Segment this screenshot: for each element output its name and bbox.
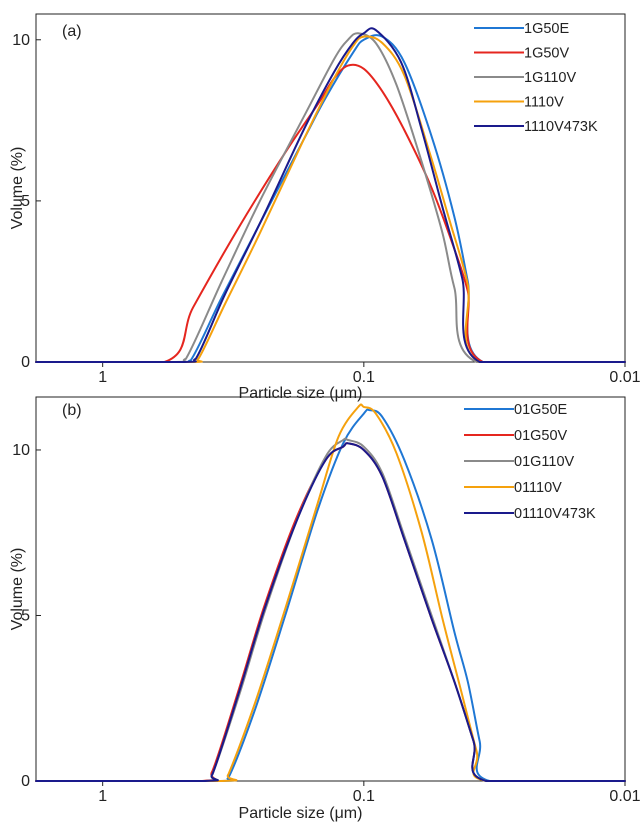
chart-panel-b: 1 0.1 0.01 0 5 10 Particle size (μm) Volume (%)…	[9, 396, 640, 822]
x-tick-label-b: 0.01	[609, 788, 640, 805]
legend-label-1G50E: 1G50E	[524, 21, 569, 37]
x-axis-title-a: Particle size (μm)	[239, 385, 363, 402]
y-axis-title-a: Volume (%)	[9, 147, 26, 230]
series-line-1110V	[35, 35, 626, 364]
y-tick-label-a: 5	[21, 193, 30, 210]
legend-label-01G50V: 01G50V	[514, 428, 568, 444]
legend-label-1G50V: 1G50V	[524, 46, 569, 62]
y-tick-label-b: 0	[21, 773, 30, 790]
x-tick-label-b: 1	[98, 788, 107, 805]
x-tick-label-a: 1	[98, 369, 107, 386]
series-line-1110V473K	[35, 27, 626, 364]
y-tick-label-b: 5	[21, 607, 30, 624]
plot-frame-a	[35, 13, 626, 363]
legend-b: 01G50E 01G50V 01G110V 01110V 01110V473K	[464, 402, 596, 522]
panel-label-b: (b)	[62, 402, 82, 419]
panel-label-a: (a)	[62, 23, 82, 40]
legend-label-01110V473K: 01110V473K	[514, 506, 596, 522]
legend-label-1110V: 1110V	[524, 95, 564, 111]
chart-panel-a: 1 0.1 0.01 0 5 10 Particle size (μm) Volume (%)…	[9, 13, 640, 402]
series-line-1G50V	[35, 63, 626, 364]
x-tick-label-b: 0.1	[353, 788, 375, 805]
y-tick-label-a: 0	[21, 354, 30, 371]
series-line-01110V	[35, 403, 626, 783]
series-line-1G110V	[35, 32, 626, 364]
y-tick-label-a: 10	[12, 32, 30, 49]
series-line-01110V473K	[35, 442, 626, 783]
x-tick-label-a: 0.1	[353, 369, 375, 386]
y-tick-label-b: 10	[12, 442, 30, 459]
series-line-01G50E	[35, 408, 626, 783]
legend-label-01G50E: 01G50E	[514, 402, 568, 418]
series-line-1G50E	[35, 34, 626, 364]
legend-a: 1G50E 1G50V 1G110V 1110V 1110V473K	[474, 21, 598, 135]
x-tick-label-a: 0.01	[609, 369, 640, 386]
y-axis-title-b: Volume (%)	[9, 548, 26, 631]
legend-label-01110V: 01110V	[514, 480, 562, 496]
x-axis-title-b: Particle size (μm)	[239, 805, 363, 822]
plot-frame-b	[35, 396, 626, 782]
legend-label-1110V473K: 1110V473K	[524, 119, 598, 135]
legend-label-1G110V: 1G110V	[524, 70, 576, 86]
legend-label-01G110V: 01G110V	[514, 454, 575, 470]
